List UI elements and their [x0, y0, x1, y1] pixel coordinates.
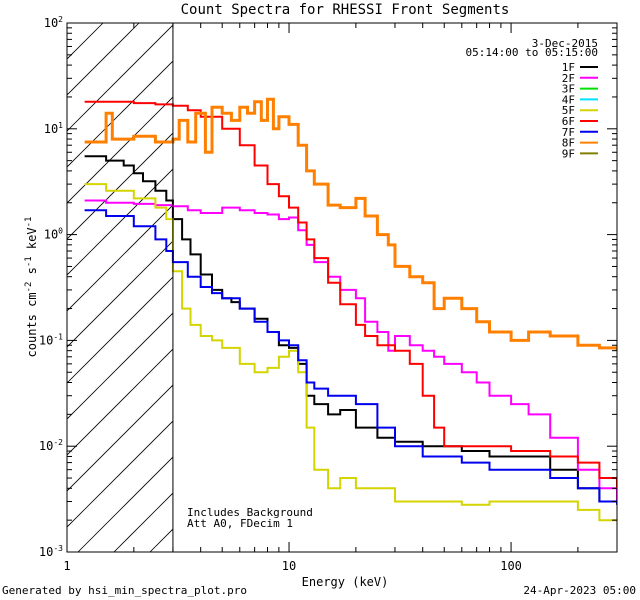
hatch-line: [67, 168, 173, 276]
series-8F: [84, 97, 617, 351]
hatch-line: [67, 240, 173, 348]
series-group: [84, 97, 617, 522]
hatch-line: [67, 276, 173, 384]
legend-label-9F: 9F: [562, 147, 575, 160]
date-label: 3-Dec-2015: [532, 37, 598, 50]
plot-frame: [66, 22, 618, 553]
x-tick-label: 100: [500, 559, 522, 573]
y-axis-label: counts cm-2 s-1 keV-1: [24, 217, 39, 358]
legend-label-8F: 8F: [562, 137, 575, 150]
y-tick-label: 10-3: [39, 544, 63, 559]
legend-label-7F: 7F: [562, 126, 575, 139]
x-tick-label: 1: [63, 559, 70, 573]
hatch-line: [67, 348, 173, 456]
annotation-attenuator: Att A0, FDecim 1: [187, 517, 293, 530]
legend-label-1F: 1F: [562, 61, 575, 74]
footer-timestamp: 24-Apr-2023 05:00: [523, 584, 636, 597]
hatch-line: [67, 96, 173, 204]
hatch-line: [67, 312, 173, 420]
hatch-line: [67, 420, 173, 528]
chart-title: Count Spectra for RHESSI Front Segments: [181, 2, 510, 18]
legend-label-6F: 6F: [562, 115, 575, 128]
footer-generated-by: Generated by hsi_min_spectra_plot.pro: [2, 584, 248, 597]
series-6F: [84, 100, 617, 489]
axes: 1 10 100 10-3 10-2 10-1 100 101 102: [39, 15, 618, 573]
y-tick-label: 10-2: [39, 438, 63, 453]
y-tick-label: 102: [44, 15, 63, 30]
hatch-line: [67, 384, 173, 492]
y-tick-label: 100: [44, 227, 63, 242]
x-tick-label: 10: [282, 559, 296, 573]
legend-label-3F: 3F: [562, 83, 575, 96]
legend-label-5F: 5F: [562, 104, 575, 117]
hatch-line: [77, 456, 173, 552]
hatch-line: [67, 204, 173, 312]
y-tick-label: 10-1: [39, 332, 63, 347]
time-range-label: 05:14:00 to 05:15:00: [466, 46, 598, 59]
hatch-line: [67, 60, 173, 168]
hatched-region: [67, 23, 173, 552]
legend-label-4F: 4F: [562, 93, 575, 106]
x-axis-label: Energy (keV): [302, 575, 389, 589]
legend-label-2F: 2F: [562, 72, 575, 85]
series-2F: [84, 199, 617, 502]
annotation-background: Includes Background: [187, 506, 313, 519]
hatch-line: [67, 24, 173, 132]
y-tick-label: 101: [44, 121, 63, 136]
